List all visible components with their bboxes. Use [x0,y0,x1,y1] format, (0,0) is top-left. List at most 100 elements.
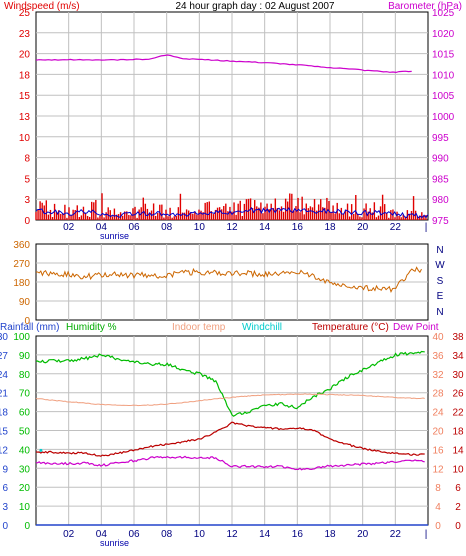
windspeed-bar [154,215,157,220]
temperature-line [35,421,425,457]
windspeed-bar [301,196,303,220]
windspeed-bar [80,215,83,220]
compass-letter: W [435,260,445,271]
windspeed-bar [332,205,334,220]
windspeed-bar [132,208,134,220]
windspeed-bar [278,210,281,220]
temperature-tick: 38 [452,332,464,343]
windspeed-bar [390,210,392,220]
windspeed-bar [355,194,357,220]
panel1-xtick: 04 [96,222,108,233]
wind-average-line [35,207,429,219]
windspeed-bar [423,215,425,220]
humidity-tick: 80 [19,370,31,381]
rainfall-tick: 21 [0,389,8,400]
windspeed-tick: 18 [19,70,31,81]
windspeed-bar [237,203,239,220]
windspeed-bar [245,199,248,220]
windspeed-bar [78,217,81,220]
windspeed-bar [173,216,175,220]
windspeed-bar [167,216,169,220]
panel1-xtick-end: | [425,222,428,233]
windspeed-bar [181,212,184,220]
windspeed-bar [346,203,349,220]
windspeed-bar [130,215,132,220]
panel1-xtick: 14 [259,222,271,233]
panel3-xtick: 14 [259,529,271,540]
legend-indoor: Indoor temp [172,322,226,333]
legend-humidity: Humidity % [66,322,117,333]
windspeed-bar [303,214,305,220]
windspeed-bar [97,217,99,220]
windspeed-bar [363,208,365,220]
humidity-tick: 60 [19,408,31,419]
barometer-tick: 1025 [432,8,455,19]
panel3-xtick: 20 [357,529,369,540]
windspeed-bar [344,209,347,220]
windspeed-bar [416,216,419,220]
windspeed-bar [109,210,111,220]
windspeed-bar [103,217,105,220]
windspeed-bar [388,217,390,220]
panel1-xtick: 08 [161,222,173,233]
rainfall-tick: 27 [0,351,8,362]
windspeed-bar [157,212,159,220]
windspeed-bar [231,211,233,220]
humidity-tick: 50 [19,427,31,438]
sunrise-label-top: sunrise [100,231,129,241]
windspeed-bar [146,208,149,220]
barometer-title: Barometer (hPa) [388,1,462,12]
rainfall-tick: 0 [2,521,8,532]
windspeed-bar [113,208,116,220]
windspeed-bar [307,208,310,220]
windspeed-bar [350,204,353,220]
indoor-temp-tick: 32 [432,370,444,381]
windspeed-bar [45,200,48,220]
windspeed-bar [412,196,415,220]
temperature-tick: 34 [452,351,464,362]
temperature-tick: 22 [452,408,464,419]
windspeed-bar [367,211,369,220]
temperature-tick: 2 [455,502,461,513]
temperature-tick: 14 [452,445,464,456]
windspeed-bar [57,210,60,220]
windspeed-bar [190,212,192,220]
humidity-line [35,350,425,417]
windspeed-bar [225,203,227,220]
barometer-tick: 1000 [432,112,455,123]
windspeed-bar [66,217,68,220]
windspeed-bar [386,212,388,220]
panel3-xtick: 12 [226,529,238,540]
windspeed-tick: 8 [24,154,30,165]
windspeed-bar [287,201,289,220]
barometer-tick: 975 [432,216,449,227]
windspeed-bar [377,215,380,220]
windspeed-bar [212,214,215,220]
windspeed-bar [163,217,165,220]
windspeed-bar [369,208,371,220]
windspeed-bar [406,210,409,220]
windspeed-bar [51,217,54,220]
barometer-tick: 990 [432,154,449,165]
panel1-xtick: 12 [226,222,238,233]
windspeed-bar [202,212,204,220]
panel3-xtick: 04 [96,529,108,540]
windspeed-bar [289,193,291,220]
windspeed-bar [185,209,188,220]
windspeed-bar [375,217,378,220]
rainfall-tick: 3 [2,502,8,513]
windspeed-bar [272,207,274,220]
windspeed-bar [198,209,200,220]
compass-letter: N [436,307,443,318]
dewpoint-line [35,455,425,471]
barometer-tick: 985 [432,174,449,185]
windspeed-bar [192,213,194,220]
windspeed-bar [264,206,266,220]
rainfall-tick: 12 [0,445,8,456]
rainfall-tick: 6 [2,483,8,494]
windspeed-tick: 20 [19,50,31,61]
windspeed-bar [282,211,285,220]
direction-tick: 270 [13,259,30,270]
windspeed-tick: 25 [19,8,31,19]
windspeed-bar [270,203,272,220]
